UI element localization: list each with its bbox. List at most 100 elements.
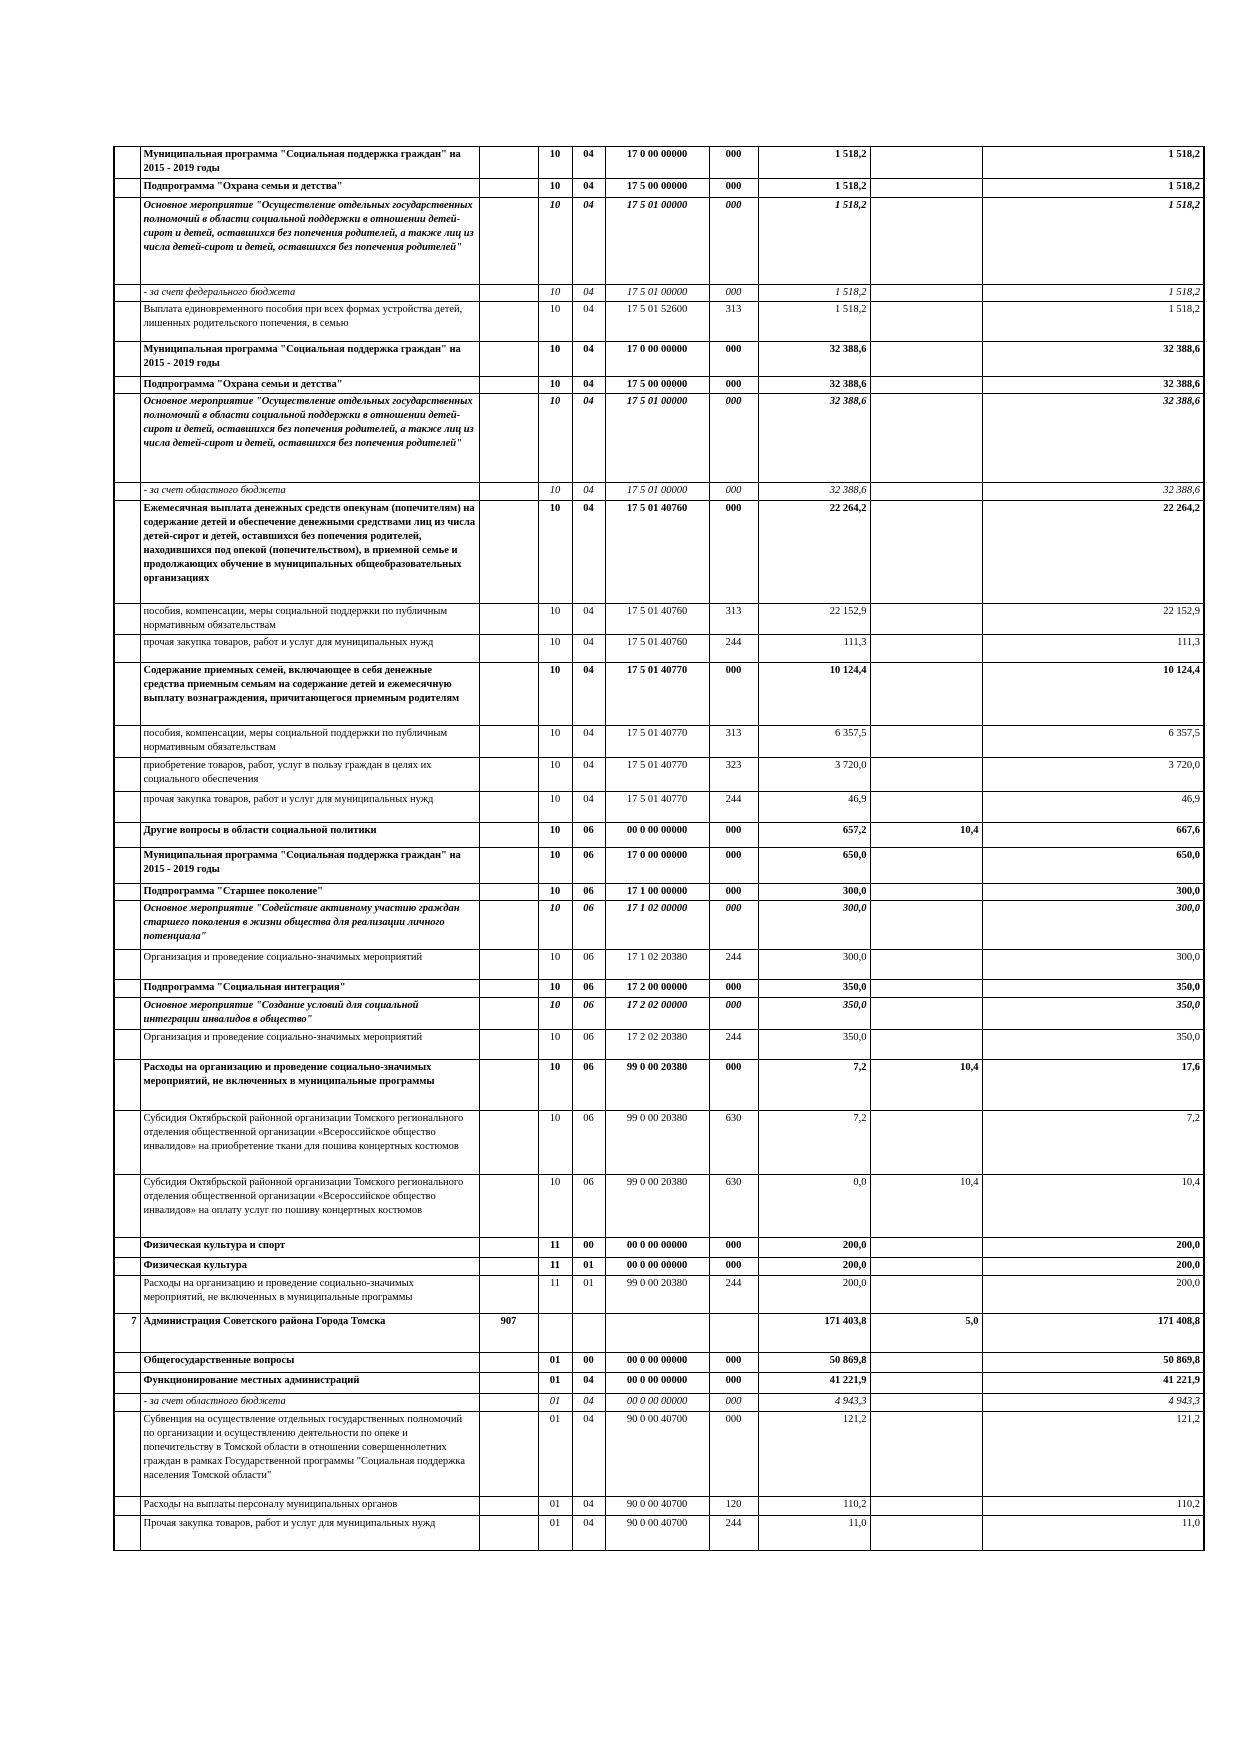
target-code: 99 0 00 20380 xyxy=(604,1275,710,1314)
table-row: Подпрограмма "Охрана семьи и детства" 10 0… xyxy=(113,178,1205,198)
amount: 11,0 xyxy=(757,1515,871,1551)
change xyxy=(869,1496,983,1516)
subsection: 04 xyxy=(571,1411,606,1497)
expense-type: 000 xyxy=(708,822,759,848)
change xyxy=(869,725,983,758)
ved-code xyxy=(478,883,539,901)
ved-code xyxy=(478,822,539,848)
amount: 1 518,2 xyxy=(757,197,871,285)
target-code: 17 5 00 00000 xyxy=(604,178,710,198)
table-row: Муниципальная программа "Социальная подд… xyxy=(113,341,1205,377)
amount-total: 32 388,6 xyxy=(981,341,1205,377)
item-name: Основное мероприятие "Осуществление отде… xyxy=(139,393,480,483)
item-name: приобретение товаров, работ, услуг в пол… xyxy=(139,757,480,792)
change xyxy=(869,900,983,950)
amount-total: 200,0 xyxy=(981,1237,1205,1258)
table-row: Организация и проведение социально-значи… xyxy=(113,1029,1205,1060)
section: 10 xyxy=(537,482,573,501)
target-code: 17 0 00 00000 xyxy=(604,341,710,377)
expense-type: 000 xyxy=(708,1411,759,1497)
amount: 300,0 xyxy=(757,883,871,901)
item-name: Другие вопросы в области социальной поли… xyxy=(139,822,480,848)
ved-code xyxy=(478,482,539,501)
amount-total: 1 518,2 xyxy=(981,284,1205,302)
row-number xyxy=(113,1496,141,1516)
ved-code xyxy=(478,301,539,342)
amount: 300,0 xyxy=(757,900,871,950)
section: 01 xyxy=(537,1515,573,1551)
subsection: 01 xyxy=(571,1257,606,1276)
subsection: 04 xyxy=(571,146,606,179)
row-number xyxy=(113,178,141,198)
amount-total: 10,4 xyxy=(981,1174,1205,1238)
change xyxy=(869,393,983,483)
amount: 300,0 xyxy=(757,949,871,980)
subsection: 04 xyxy=(571,603,606,635)
table-row: Основное мероприятие "Содействие активно… xyxy=(113,900,1205,950)
target-code: 99 0 00 20380 xyxy=(604,1059,710,1111)
amount: 22 264,2 xyxy=(757,500,871,604)
ved-code xyxy=(478,662,539,726)
target-code: 17 5 00 00000 xyxy=(604,376,710,394)
item-name: Подпрограмма "Социальная интеграция" xyxy=(139,979,480,998)
ved-code xyxy=(478,603,539,635)
row-number xyxy=(113,1029,141,1060)
item-name: Муниципальная программа "Социальная подд… xyxy=(139,341,480,377)
target-code: 17 5 01 00000 xyxy=(604,393,710,483)
table-row: Физическая культура 11 01 00 0 00 00000 000 2… xyxy=(113,1257,1205,1276)
change xyxy=(869,197,983,285)
amount: 1 518,2 xyxy=(757,146,871,179)
target-code: 99 0 00 20380 xyxy=(604,1110,710,1175)
table-row: Функционирование местных администраций 01… xyxy=(113,1372,1205,1394)
amount: 50 869,8 xyxy=(757,1352,871,1373)
amount-total: 667,6 xyxy=(981,822,1205,848)
section: 10 xyxy=(537,1059,573,1111)
section: 10 xyxy=(537,883,573,901)
subsection: 06 xyxy=(571,949,606,980)
amount-total: 50 869,8 xyxy=(981,1352,1205,1373)
target-code: 17 1 02 20380 xyxy=(604,949,710,980)
subsection: 04 xyxy=(571,284,606,302)
table-row: Расходы на организацию и проведение соци… xyxy=(113,1275,1205,1314)
target-code: 17 5 01 40770 xyxy=(604,725,710,758)
item-name: - за счет областного бюджета xyxy=(139,482,480,501)
expense-type: 630 xyxy=(708,1174,759,1238)
target-code: 00 0 00 00000 xyxy=(604,822,710,848)
change: 10,4 xyxy=(869,822,983,848)
row-number xyxy=(113,1237,141,1258)
target-code: 00 0 00 00000 xyxy=(604,1372,710,1394)
row-number xyxy=(113,1110,141,1175)
row-number xyxy=(113,393,141,483)
expense-type: 000 xyxy=(708,284,759,302)
ved-code xyxy=(478,791,539,823)
expense-type: 000 xyxy=(708,500,759,604)
ved-code xyxy=(478,1496,539,1516)
item-name: Основное мероприятие "Создание условий д… xyxy=(139,997,480,1030)
target-code: 00 0 00 00000 xyxy=(604,1257,710,1276)
amount: 41 221,9 xyxy=(757,1372,871,1394)
amount: 46,9 xyxy=(757,791,871,823)
ved-code xyxy=(478,500,539,604)
target-code: 17 1 02 00000 xyxy=(604,900,710,950)
table-row: пособия, компенсации, меры социальной по… xyxy=(113,603,1205,635)
expense-type: 000 xyxy=(708,1237,759,1258)
item-name: Содержание приемных семей, включающее в … xyxy=(139,662,480,726)
target-code: 17 5 01 52600 xyxy=(604,301,710,342)
table-row: пособия, компенсации, меры социальной по… xyxy=(113,725,1205,758)
table-row: Подпрограмма "Социальная интеграция" 10 06… xyxy=(113,979,1205,998)
expense-type: 000 xyxy=(708,376,759,394)
section: 11 xyxy=(537,1237,573,1258)
table-row: Муниципальная программа "Социальная подд… xyxy=(113,146,1205,179)
table-row: - за счет областного бюджета 10 04 17 5 01 … xyxy=(113,482,1205,501)
item-name: Выплата единовременного пособия при всех… xyxy=(139,301,480,342)
row-number xyxy=(113,1393,141,1412)
change xyxy=(869,634,983,663)
section: 10 xyxy=(537,634,573,663)
expense-type: 000 xyxy=(708,997,759,1030)
table-row: - за счет областного бюджета 01 04 00 0 00 … xyxy=(113,1393,1205,1412)
change xyxy=(869,1411,983,1497)
subsection: 01 xyxy=(571,1275,606,1314)
target-code: 00 0 00 00000 xyxy=(604,1237,710,1258)
target-code: 99 0 00 20380 xyxy=(604,1174,710,1238)
table-row: Общегосударственные вопросы 01 00 00 0 00 0… xyxy=(113,1352,1205,1373)
